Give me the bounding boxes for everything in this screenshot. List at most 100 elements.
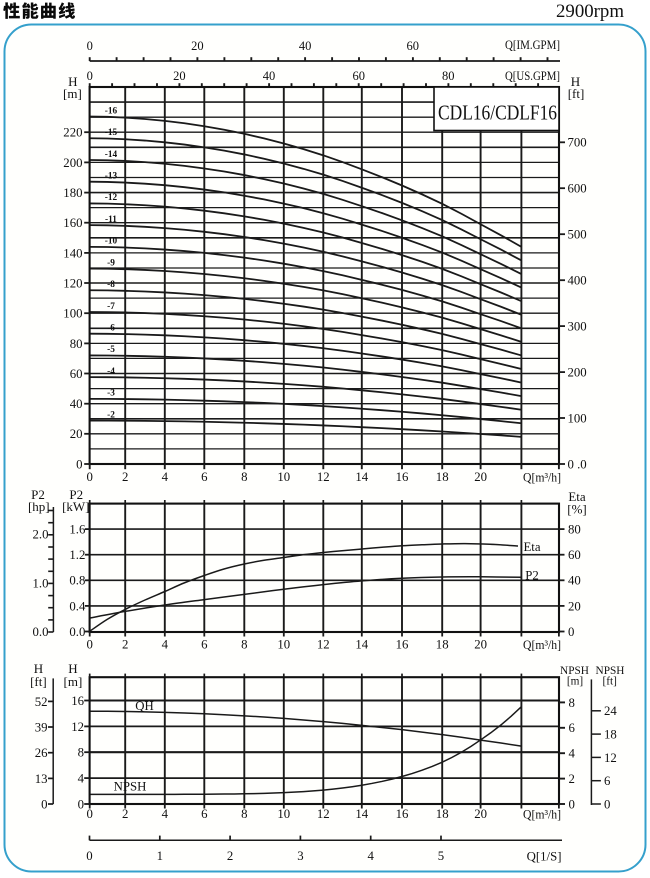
svg-text:20: 20 bbox=[173, 69, 186, 83]
svg-text:200: 200 bbox=[568, 366, 587, 380]
svg-text:4: 4 bbox=[162, 470, 169, 484]
svg-text:NPSH: NPSH bbox=[114, 780, 147, 794]
svg-text:-3: -3 bbox=[107, 389, 115, 399]
svg-text:-16: -16 bbox=[105, 106, 118, 116]
svg-text:6: 6 bbox=[604, 774, 611, 788]
svg-text:8: 8 bbox=[241, 470, 247, 484]
svg-text:6: 6 bbox=[201, 638, 208, 652]
svg-text:20: 20 bbox=[191, 39, 204, 53]
svg-text:60: 60 bbox=[568, 548, 581, 562]
svg-text:1.6: 1.6 bbox=[69, 523, 86, 537]
svg-text:40: 40 bbox=[299, 39, 312, 53]
svg-text:2900rpm: 2900rpm bbox=[556, 1, 624, 22]
svg-text:700: 700 bbox=[568, 136, 587, 150]
svg-text:8: 8 bbox=[241, 638, 247, 652]
svg-text:-8: -8 bbox=[107, 280, 115, 290]
svg-text:0 .0: 0 .0 bbox=[568, 457, 587, 471]
svg-text:[kW]: [kW] bbox=[62, 499, 89, 514]
svg-text:26: 26 bbox=[35, 746, 48, 760]
svg-text:16: 16 bbox=[396, 470, 409, 484]
svg-text:-7: -7 bbox=[107, 302, 115, 312]
svg-text:40: 40 bbox=[568, 574, 581, 588]
svg-text:14: 14 bbox=[355, 638, 368, 652]
svg-text:Eta: Eta bbox=[523, 540, 540, 554]
svg-text:300: 300 bbox=[568, 320, 587, 334]
svg-text:400: 400 bbox=[568, 274, 587, 288]
svg-text:6: 6 bbox=[201, 807, 208, 821]
svg-text:0: 0 bbox=[41, 797, 47, 811]
svg-text:16: 16 bbox=[396, 638, 409, 652]
svg-text:5: 5 bbox=[438, 849, 444, 863]
svg-text:0: 0 bbox=[76, 457, 82, 471]
svg-text:-14: -14 bbox=[105, 150, 118, 160]
svg-text:14: 14 bbox=[355, 807, 368, 821]
svg-text:Q[US.GPM]: Q[US.GPM] bbox=[505, 69, 560, 83]
svg-text:60: 60 bbox=[70, 367, 83, 381]
svg-text:2: 2 bbox=[227, 849, 233, 863]
svg-text:1.2: 1.2 bbox=[69, 548, 85, 562]
svg-text:-2: -2 bbox=[107, 410, 115, 420]
svg-text:10: 10 bbox=[277, 807, 290, 821]
svg-text:8: 8 bbox=[569, 696, 575, 710]
svg-text:2: 2 bbox=[122, 470, 128, 484]
svg-text:4: 4 bbox=[162, 638, 169, 652]
svg-text:[m]: [m] bbox=[64, 674, 83, 689]
svg-text:12: 12 bbox=[317, 807, 330, 821]
svg-text:P2: P2 bbox=[525, 569, 539, 583]
svg-text:QH: QH bbox=[135, 699, 153, 713]
svg-text:-9: -9 bbox=[107, 258, 115, 268]
svg-text:24: 24 bbox=[604, 704, 617, 718]
svg-text:0: 0 bbox=[604, 797, 610, 811]
svg-text:[ft]: [ft] bbox=[30, 674, 47, 689]
svg-text:6: 6 bbox=[569, 721, 576, 735]
svg-text:-12: -12 bbox=[105, 193, 118, 203]
svg-text:12: 12 bbox=[604, 751, 617, 765]
svg-text:180: 180 bbox=[63, 186, 82, 200]
svg-text:8: 8 bbox=[78, 746, 84, 760]
svg-text:[hp]: [hp] bbox=[28, 499, 50, 514]
svg-text:12: 12 bbox=[317, 638, 330, 652]
svg-text:3: 3 bbox=[297, 849, 303, 863]
svg-text:Q[m³/h]: Q[m³/h] bbox=[523, 638, 561, 652]
svg-text:500: 500 bbox=[568, 228, 587, 242]
svg-text:140: 140 bbox=[63, 246, 82, 260]
svg-text:Q[IM.GPM]: Q[IM.GPM] bbox=[505, 38, 560, 52]
svg-text:CDL16/CDLF16: CDL16/CDLF16 bbox=[438, 101, 557, 125]
svg-text:0: 0 bbox=[86, 807, 92, 821]
svg-text:10: 10 bbox=[277, 638, 290, 652]
svg-text:[ft]: [ft] bbox=[602, 676, 616, 688]
svg-text:0.8: 0.8 bbox=[69, 574, 85, 588]
svg-text:12: 12 bbox=[71, 720, 84, 734]
svg-text:[m]: [m] bbox=[63, 86, 82, 101]
svg-text:H: H bbox=[68, 74, 77, 89]
svg-text:2.0: 2.0 bbox=[33, 528, 49, 542]
svg-text:200: 200 bbox=[63, 156, 82, 170]
svg-text:120: 120 bbox=[63, 276, 82, 290]
svg-text:60: 60 bbox=[352, 69, 365, 83]
svg-text:4: 4 bbox=[162, 807, 169, 821]
svg-text:0: 0 bbox=[569, 797, 575, 811]
svg-text:Q[m³/h]: Q[m³/h] bbox=[523, 808, 561, 822]
svg-text:-10: -10 bbox=[105, 237, 118, 247]
svg-text:Eta: Eta bbox=[568, 489, 586, 504]
svg-text:P2: P2 bbox=[31, 487, 45, 502]
svg-text:40: 40 bbox=[70, 397, 83, 411]
svg-text:2: 2 bbox=[122, 807, 128, 821]
svg-text:2: 2 bbox=[569, 772, 575, 786]
svg-text:4: 4 bbox=[569, 747, 576, 761]
svg-text:H: H bbox=[571, 74, 580, 89]
svg-text:20: 20 bbox=[568, 599, 581, 613]
svg-text:0: 0 bbox=[86, 638, 92, 652]
svg-text:0.4: 0.4 bbox=[69, 599, 86, 613]
svg-text:[ft]: [ft] bbox=[568, 86, 585, 101]
svg-text:-4: -4 bbox=[107, 367, 115, 377]
svg-text:8: 8 bbox=[241, 807, 247, 821]
svg-text:NPSH: NPSH bbox=[596, 665, 625, 677]
svg-text:[m]: [m] bbox=[567, 676, 583, 688]
svg-text:18: 18 bbox=[436, 470, 449, 484]
svg-text:H: H bbox=[68, 661, 77, 676]
svg-text:60: 60 bbox=[407, 39, 420, 53]
svg-text:18: 18 bbox=[604, 728, 617, 742]
svg-text:20: 20 bbox=[474, 470, 487, 484]
svg-text:2: 2 bbox=[122, 638, 128, 652]
